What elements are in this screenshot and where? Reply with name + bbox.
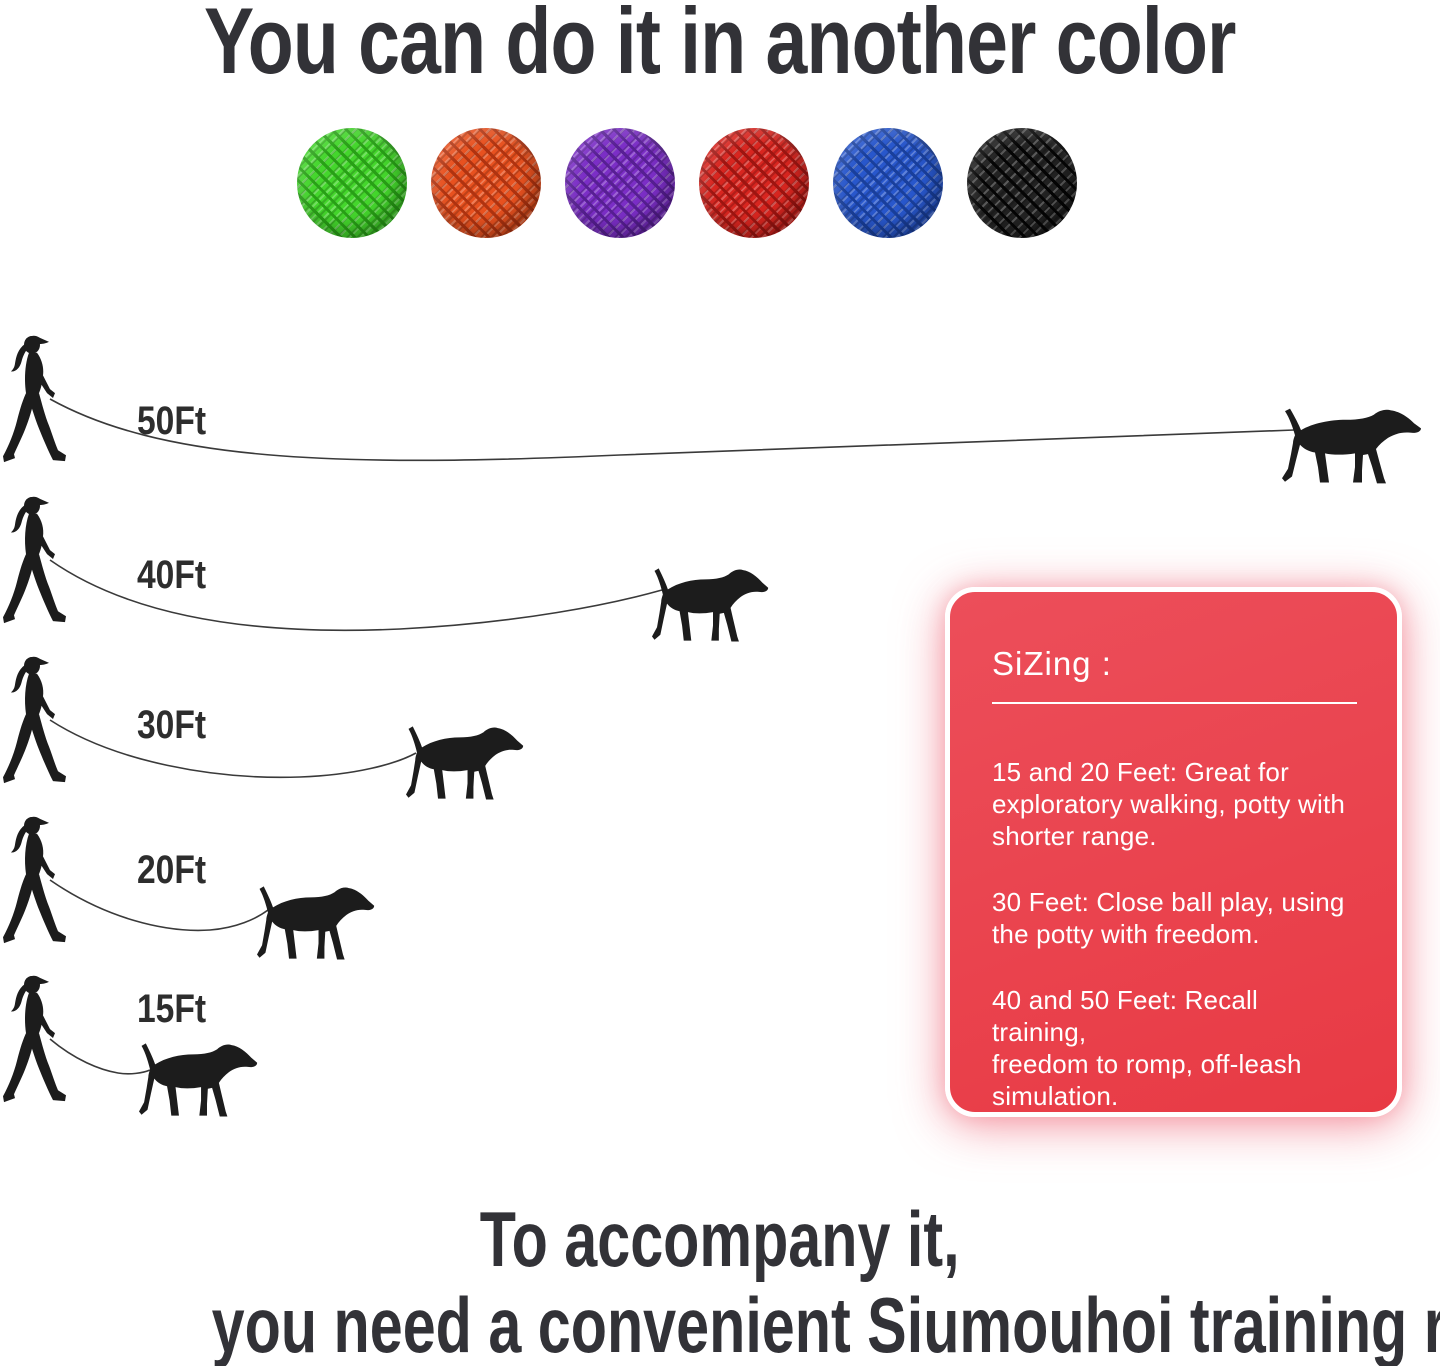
color-swatch-row — [297, 128, 1077, 238]
leash-length-label-20ft: 20Ft — [137, 848, 207, 892]
page-title: You can do it in another color — [0, 0, 1440, 92]
dog-silhouette-15ft — [139, 1035, 258, 1119]
sizing-card-title: SiZing : — [992, 645, 1112, 682]
leash-length-label-50ft: 50Ft — [137, 399, 207, 443]
sizing-item-40-50ft: 40 and 50 Feet: Recall training, freedom… — [992, 984, 1302, 1111]
leash-line-50ft — [49, 398, 1295, 462]
color-swatch-blue — [833, 128, 943, 238]
dog-silhouette-30ft — [406, 718, 524, 802]
sizing-item-15-20ft: 15 and 20 Feet: Great for exploratory wa… — [992, 756, 1346, 851]
sizing-card-divider — [992, 701, 1357, 704]
person-silhouette-20ft — [2, 814, 66, 952]
color-swatch-orange — [431, 128, 541, 238]
person-silhouette-30ft — [2, 654, 66, 792]
dog-silhouette-50ft — [1282, 400, 1422, 486]
color-swatch-purple — [565, 128, 675, 238]
footer-heading-line2: you need a convenient Siumouhoi training… — [211, 1281, 1440, 1366]
person-silhouette-50ft — [2, 333, 66, 471]
color-swatch-red — [699, 128, 809, 238]
footer-heading: To accompany it, you need a convenient S… — [0, 1196, 1440, 1366]
leash-length-label-40ft: 40Ft — [137, 553, 207, 597]
page-title-text: You can do it in another color — [204, 0, 1236, 93]
leash-length-label-15ft: 15Ft — [137, 987, 207, 1031]
sizing-item-30ft: 30 Feet: Close ball play, using the pott… — [992, 886, 1345, 949]
dog-silhouette-20ft — [257, 878, 375, 962]
footer-heading-line1: To accompany it, — [480, 1195, 960, 1283]
person-silhouette-40ft — [2, 494, 66, 632]
color-swatch-green — [297, 128, 407, 238]
leash-length-label-30ft: 30Ft — [137, 703, 207, 747]
leash-line-30ft — [49, 719, 417, 779]
dog-silhouette-40ft — [652, 560, 769, 644]
color-swatch-black — [967, 128, 1077, 238]
person-silhouette-15ft — [2, 973, 66, 1111]
sizing-card: SiZing : 15 and 20 Feet: Great for explo… — [945, 587, 1402, 1117]
